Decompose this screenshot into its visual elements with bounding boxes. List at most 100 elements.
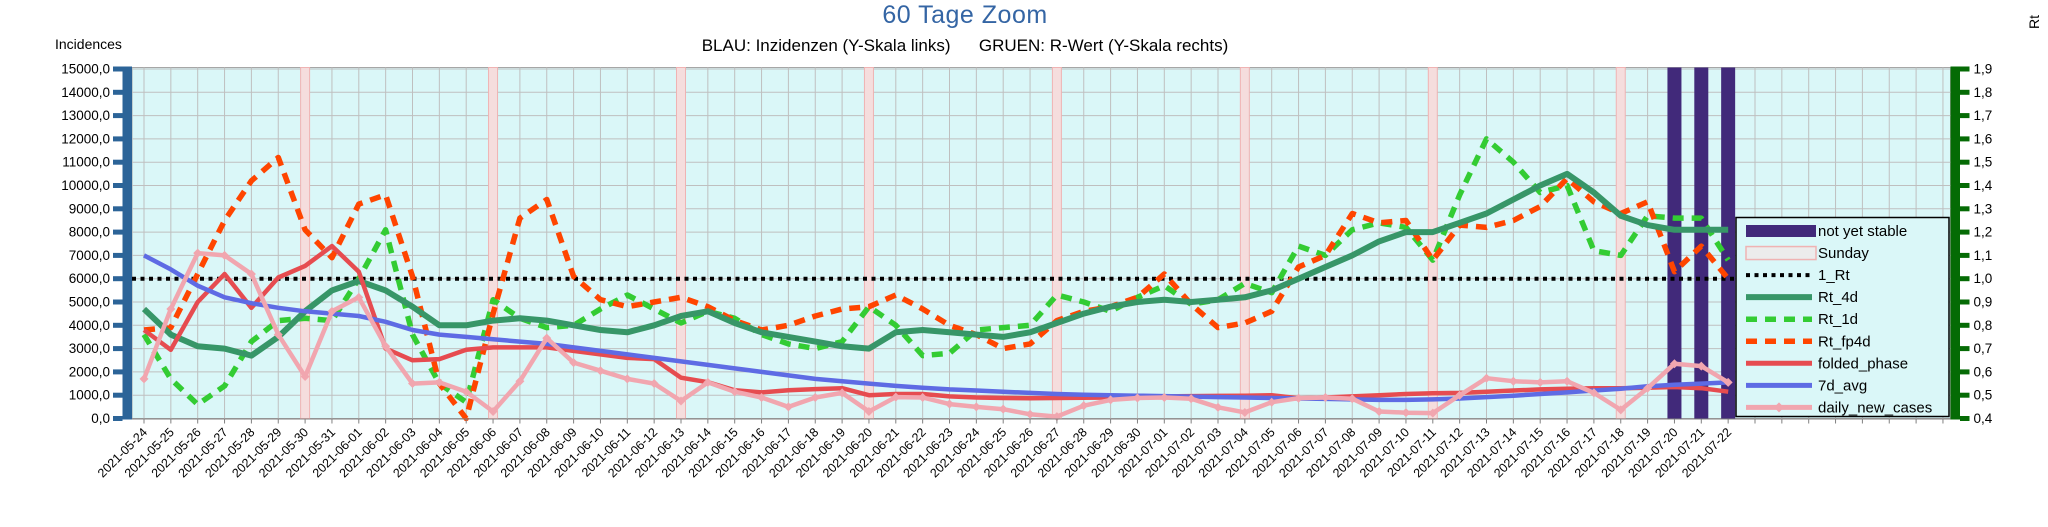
series-daily_new_cases-marker [837,388,847,398]
left-axis-tick [113,159,123,165]
right-axis-tick [1960,276,1970,282]
legend-label: daily_new_cases [1818,399,1932,416]
left-axis-tick [113,276,123,282]
series-daily_new_cases [141,250,1730,419]
left-axis-tick-label: 11000,0 [62,155,110,170]
right-axis-tick [1960,113,1970,119]
right-axis-bar [1950,66,1960,420]
left-axis-tick [113,136,123,142]
sunday-band [1615,67,1626,419]
right-axis-tick [1960,369,1970,375]
series-daily_new_cases-marker [542,333,552,343]
right-axis-tick-label: 0,7 [1974,341,1993,356]
right-axis-tick [1960,252,1970,258]
left-axis-tick-label: 9000,0 [69,201,110,216]
series-daily_new_cases-marker [1240,407,1250,417]
series-daily_new_cases-marker [649,379,659,389]
series-daily_new_cases-marker [273,330,283,340]
left-axis-tick-label: 1000,0 [69,388,110,403]
series-daily_new_cases-marker [1562,376,1572,386]
left-axis-tick [113,206,123,212]
legend-label: 7d_avg [1818,377,1867,394]
right-axis-tick [1960,206,1970,212]
series-daily_new_cases-marker [945,399,954,409]
right-axis-tick [1960,346,1970,352]
left-axis-tick [113,346,123,352]
not-yet-stable-band [1694,67,1709,419]
left-axis-tick-label: 8000,0 [69,225,110,240]
series-daily_new_cases-marker [1723,377,1733,387]
series-daily_new_cases-marker [327,306,337,316]
series-daily_new_cases-marker [998,404,1008,414]
left-axis-tick-label: 4000,0 [69,318,110,333]
series-7d_avg [142,253,1729,403]
right-axis-tick [1960,416,1970,421]
legend-label: not yet stable [1818,223,1907,240]
series-daily_new_cases-marker [434,377,444,387]
series-daily_new_cases-marker [381,341,391,351]
left-axis-tick [113,299,123,305]
right-axis-tick-label: 1,0 [1974,271,1993,286]
left-axis-tick-label: 10000,0 [61,178,110,193]
series-daily_new_cases-marker [300,372,310,382]
chart-title: 60 Tage Zoom [882,1,1048,29]
right-axis-tick [1960,66,1970,72]
left-axis-tick-label: 7000,0 [69,248,110,263]
series-daily_new_cases-marker [595,366,605,376]
right-axis-tick-label: 1,7 [1974,108,1993,123]
right-axis-tick [1960,89,1970,95]
series-daily_new_cases-marker [1508,376,1518,386]
left-axis-tick [113,89,123,95]
left-axis-tick [113,229,123,235]
right-axis-tick-label: 1,1 [1974,248,1993,263]
legend-swatch-not-yet-stable [1746,225,1816,237]
left-axis-tick [113,392,123,398]
left-axis-tick-label: 0,0 [91,411,110,426]
series-Rt_fp4d [143,154,1731,422]
series-daily_new_cases-marker [166,304,176,314]
right-axis-tick-label: 0,4 [1974,411,1993,426]
series-daily_new_cases-marker [246,269,256,279]
series-daily_new_cases-marker [730,387,740,397]
left-axis-title: Incidences [55,36,122,52]
series-daily_new_cases-marker [1347,394,1357,404]
legend-label: Rt_4d [1818,289,1858,306]
legend-marker-diamond [1774,402,1784,413]
series-daily_new_cases-marker [569,358,579,368]
series-daily_new_cases-marker [1428,408,1438,418]
series-daily_new_cases-marker [408,379,417,389]
series-Rt_4d [141,170,1729,359]
not-yet-stable-band [1721,67,1736,419]
series-daily_new_cases-marker [1401,408,1411,418]
series-daily_new_cases-marker [783,402,793,412]
series-daily_new_cases-marker [971,402,981,412]
right-axis-tick-label: 1,9 [1974,62,1993,77]
series-daily_new_cases-marker [461,387,471,397]
right-axis-tick-label: 0,8 [1974,318,1993,333]
series-daily_new_cases-marker [1669,359,1679,369]
left-axis-tick-label: 15000,0 [61,62,110,77]
right-axis-tick [1960,183,1970,188]
sunday-band [1051,67,1062,419]
series-daily_new_cases-marker [1079,401,1089,411]
series-daily_new_cases-marker [1106,395,1116,405]
legend-label: Sunday [1818,245,1869,262]
legend-label: folded_phase [1818,355,1908,372]
right-axis-tick [1960,322,1970,328]
left-axis-tick-label: 14000,0 [61,85,110,100]
left-axis-tick [113,369,123,375]
right-axis-tick-label: 1,8 [1974,85,1993,100]
series-daily_new_cases-marker [1025,409,1035,419]
left-axis-tick [113,416,123,421]
right-axis-tick [1960,392,1970,398]
chart-subtitle: BLAU: Inzidenzen (Y-Skala links) GRUEN: … [701,36,1229,55]
series-daily_new_cases-marker [1213,402,1223,412]
series-daily_new_cases-marker [488,407,498,417]
series-daily_new_cases-marker [1696,361,1706,371]
right-axis-tick-label: 1,3 [1974,201,1993,216]
series-daily_new_cases-marker [1535,377,1545,387]
series-daily_new_cases-marker [1482,373,1491,383]
right-axis-tick-label: 1,5 [1974,155,1993,170]
